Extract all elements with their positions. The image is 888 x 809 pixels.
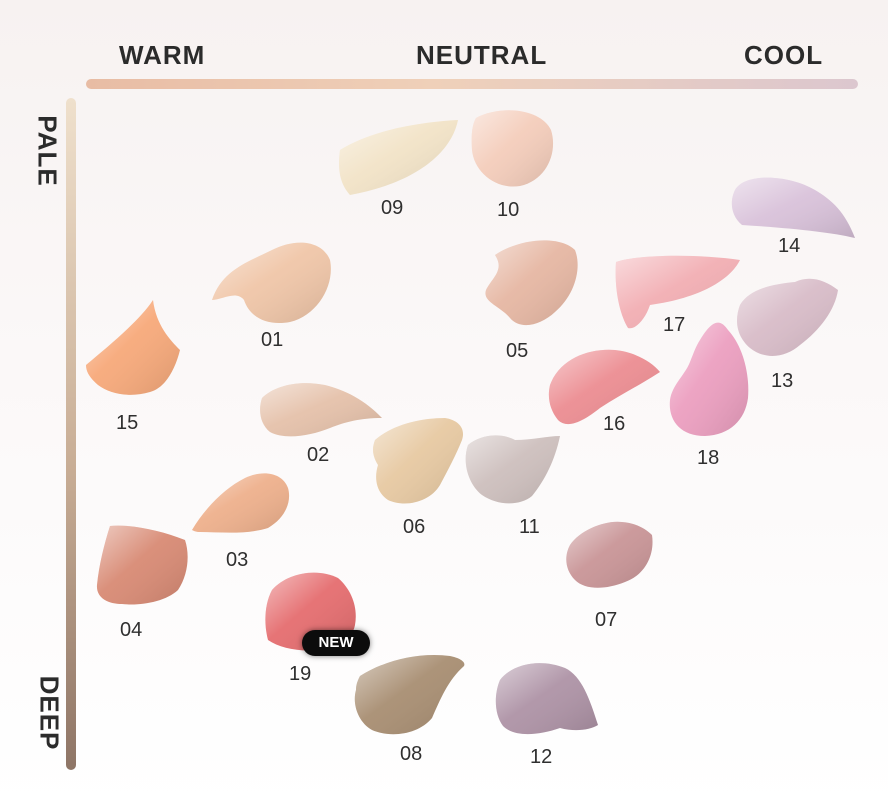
warm-label: WARM: [119, 40, 206, 70]
swatch-09-gloss: [339, 120, 458, 195]
shade-number-16: 16: [603, 413, 626, 435]
swatch-12[interactable]: [495, 663, 598, 735]
swatch-05[interactable]: [485, 240, 578, 326]
shade-number-03: 03: [226, 549, 249, 571]
swatch-11-gloss: [465, 435, 560, 504]
swatch-15[interactable]: [86, 300, 180, 395]
shade-number-02: 02: [307, 444, 330, 466]
cool-label: COOL: [744, 40, 824, 70]
shade-number-08: 08: [400, 743, 423, 765]
swatch-02[interactable]: [260, 383, 382, 437]
shade-number-11: 11: [519, 516, 540, 538]
undertone-axis-bar: [86, 79, 858, 89]
swatch-11[interactable]: [465, 435, 560, 504]
shade-number-18: 18: [697, 447, 720, 469]
swatch-07[interactable]: [566, 521, 653, 588]
shade-number-07: 07: [595, 609, 618, 631]
swatch-03[interactable]: [192, 473, 290, 533]
shade-number-12: 12: [530, 746, 553, 768]
shade-number-15: 15: [116, 412, 139, 434]
swatch-14-gloss: [731, 177, 855, 238]
swatch-16-gloss: [548, 349, 660, 425]
depth-axis-bar: [66, 98, 76, 770]
swatch-16[interactable]: [548, 349, 660, 425]
swatch-03-gloss: [192, 473, 290, 533]
shade-number-14: 14: [778, 235, 801, 257]
swatch-13[interactable]: [737, 278, 838, 356]
swatch-12-gloss: [495, 663, 598, 735]
swatch-17[interactable]: [615, 255, 740, 329]
swatch-01[interactable]: [212, 242, 331, 324]
swatch-18[interactable]: [669, 322, 749, 436]
swatch-13-gloss: [737, 278, 838, 356]
swatch-18-gloss: [669, 322, 749, 436]
swatch-14[interactable]: [731, 177, 855, 238]
neutral-label: NEUTRAL: [416, 40, 548, 70]
swatch-07-gloss: [566, 521, 653, 588]
shade-number-10: 10: [497, 199, 520, 221]
shade-number-19: 19: [289, 663, 312, 685]
shade-number-06: 06: [403, 516, 426, 538]
shade-number-09: 09: [381, 197, 404, 219]
swatch-08-gloss: [354, 654, 465, 735]
shade-number-04: 04: [120, 619, 143, 641]
swatch-04-gloss: [96, 525, 188, 605]
swatch-01-gloss: [212, 242, 331, 324]
swatch-02-gloss: [260, 383, 382, 437]
swatch-10-gloss: [471, 110, 554, 187]
shade-number-17: 17: [663, 314, 686, 336]
shade-number-05: 05: [506, 340, 529, 362]
shade-number-13: 13: [771, 370, 794, 392]
shade-number-01: 01: [261, 329, 284, 351]
new-badge: NEW: [302, 630, 370, 656]
swatch-17-gloss: [615, 255, 740, 329]
swatch-09[interactable]: [339, 120, 458, 195]
swatch-10[interactable]: [471, 110, 554, 187]
swatch-08[interactable]: [354, 654, 465, 735]
swatch-06[interactable]: [373, 418, 464, 504]
swatch-05-gloss: [485, 240, 578, 326]
swatch-06-gloss: [373, 418, 464, 504]
swatch-04[interactable]: [96, 525, 188, 605]
swatch-15-gloss: [86, 300, 180, 395]
